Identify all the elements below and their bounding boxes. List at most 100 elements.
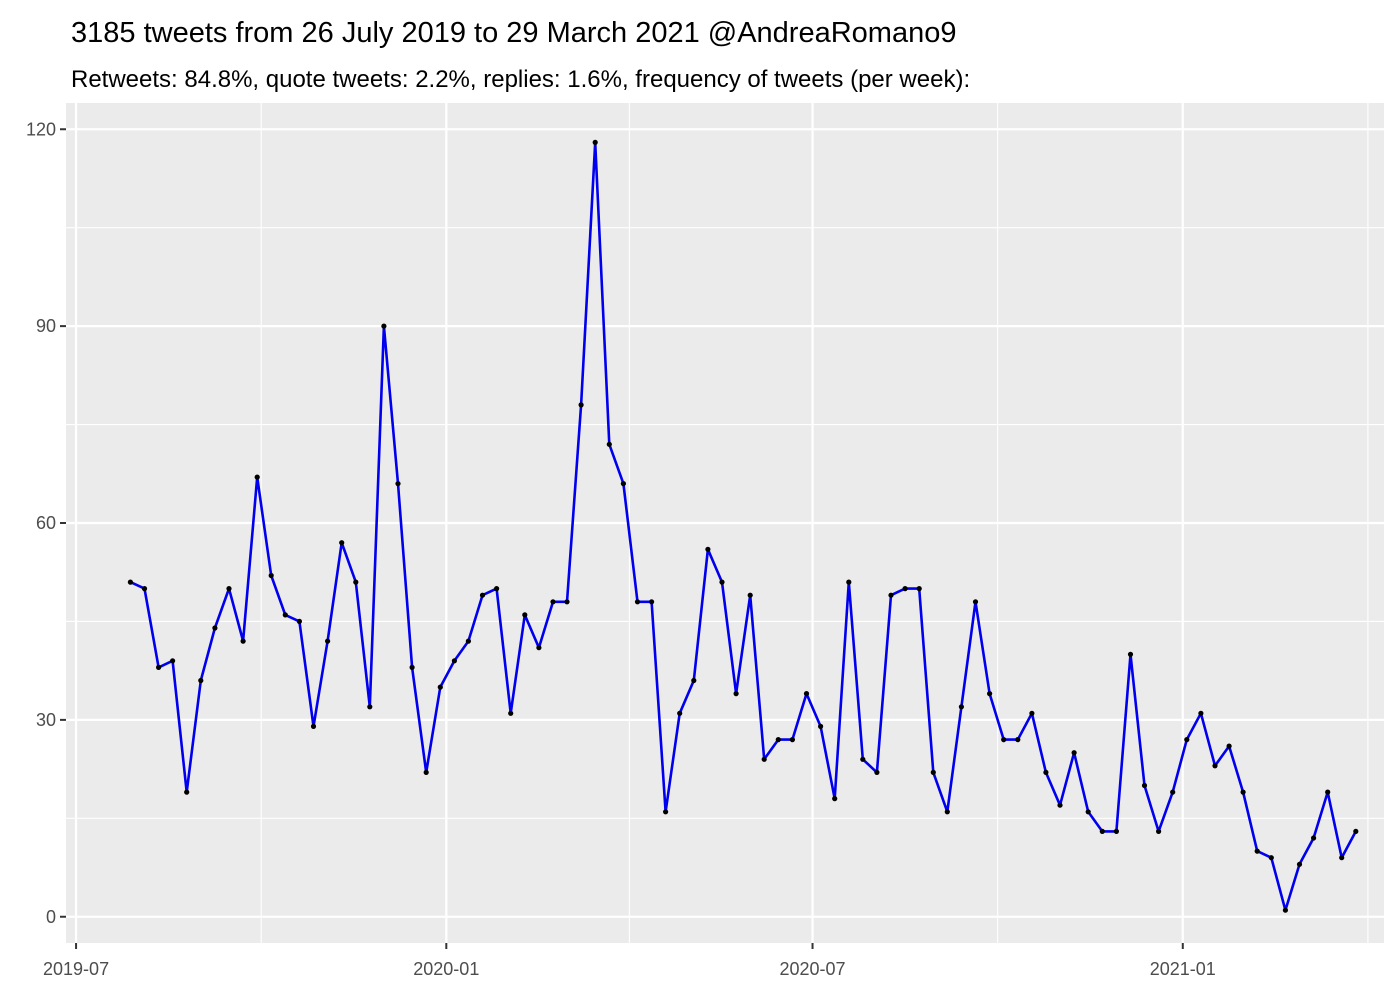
data-point xyxy=(1311,835,1317,841)
data-point xyxy=(902,586,908,592)
chart-title: 3185 tweets from 26 July 2019 to 29 Marc… xyxy=(71,17,956,49)
data-point xyxy=(479,592,486,598)
data-point xyxy=(958,704,965,710)
data-point xyxy=(944,809,950,815)
data-point xyxy=(325,638,331,644)
data-point xyxy=(296,618,302,625)
data-point xyxy=(254,474,260,480)
data-point xyxy=(1170,789,1176,795)
data-point xyxy=(550,599,556,605)
data-point xyxy=(677,710,683,716)
y-tick-label: 90 xyxy=(36,316,56,336)
data-point xyxy=(1043,769,1049,776)
data-point xyxy=(1184,737,1190,743)
data-point xyxy=(508,710,514,716)
data-point xyxy=(409,664,415,671)
x-tick-label: 2021-01 xyxy=(1150,959,1216,979)
data-point xyxy=(775,737,781,743)
data-point xyxy=(846,579,852,585)
data-point xyxy=(930,769,936,776)
data-point xyxy=(184,789,190,795)
data-point xyxy=(367,704,373,710)
data-point xyxy=(1282,907,1288,913)
data-point xyxy=(1212,763,1218,769)
data-point xyxy=(268,572,274,579)
data-point xyxy=(353,579,359,585)
series-line-group xyxy=(129,141,1357,912)
data-point xyxy=(803,691,810,697)
y-tick-label: 60 xyxy=(36,513,56,533)
y-tick-label: 0 xyxy=(46,907,56,927)
data-point xyxy=(761,756,767,762)
data-point xyxy=(747,592,753,598)
data-point xyxy=(733,691,739,697)
data-point xyxy=(987,691,993,697)
data-point xyxy=(719,579,725,585)
data-point xyxy=(282,612,288,618)
data-point xyxy=(818,723,824,730)
data-point xyxy=(226,586,232,592)
data-point xyxy=(606,441,612,447)
data-point xyxy=(1085,809,1091,815)
data-point xyxy=(888,592,894,598)
grid-major xyxy=(66,103,1384,943)
data-point xyxy=(494,586,500,592)
y-tick-label: 30 xyxy=(36,710,56,730)
data-point xyxy=(972,599,979,605)
data-point xyxy=(156,664,162,671)
data-point xyxy=(592,139,598,145)
chart-subtitle: Retweets: 84.8%, quote tweets: 2.2%, rep… xyxy=(71,66,970,93)
data-point xyxy=(705,546,711,552)
x-tick-label: 2020-07 xyxy=(780,959,846,979)
data-point xyxy=(141,586,148,592)
data-point xyxy=(1339,855,1345,861)
data-point xyxy=(1353,828,1359,835)
data-point xyxy=(1254,848,1260,854)
data-point xyxy=(465,638,471,644)
data-point xyxy=(663,809,669,815)
series-points-group xyxy=(127,139,1359,913)
data-point xyxy=(1057,802,1063,808)
data-point xyxy=(339,540,345,546)
data-point xyxy=(310,723,317,730)
data-point xyxy=(522,612,528,618)
data-point xyxy=(1029,710,1035,716)
data-point xyxy=(1001,737,1007,743)
data-point xyxy=(198,677,204,684)
data-point xyxy=(1071,750,1077,756)
data-point xyxy=(1127,651,1134,657)
data-point xyxy=(1226,743,1232,749)
data-point xyxy=(423,769,429,776)
data-point xyxy=(1240,789,1246,795)
series-line xyxy=(129,141,1357,912)
data-point xyxy=(451,658,457,664)
x-tick-label: 2019-07 xyxy=(43,959,109,979)
data-point xyxy=(437,684,443,690)
data-point xyxy=(564,599,570,605)
data-point xyxy=(127,579,133,585)
y-axis: 0 30 60 90 120 xyxy=(26,119,66,927)
data-point xyxy=(916,586,922,592)
data-point xyxy=(1099,828,1105,835)
x-tick-label: 2020-01 xyxy=(413,959,479,979)
data-point xyxy=(1296,861,1303,867)
data-point xyxy=(578,402,584,408)
data-point xyxy=(1325,789,1331,795)
data-point xyxy=(1198,710,1204,716)
data-point xyxy=(649,599,655,605)
data-point xyxy=(240,638,246,644)
data-point xyxy=(874,769,880,776)
data-point xyxy=(170,658,176,664)
data-point xyxy=(789,737,796,743)
data-point xyxy=(1141,782,1148,789)
data-point xyxy=(212,625,218,631)
data-point xyxy=(395,481,401,487)
data-point xyxy=(832,796,838,802)
data-point xyxy=(1156,828,1162,835)
data-point xyxy=(1268,855,1274,861)
data-point xyxy=(634,599,641,605)
data-point xyxy=(860,756,866,762)
x-axis: 2019-07 2020-01 2020-07 2021-01 xyxy=(43,943,1216,979)
data-point xyxy=(536,645,542,651)
